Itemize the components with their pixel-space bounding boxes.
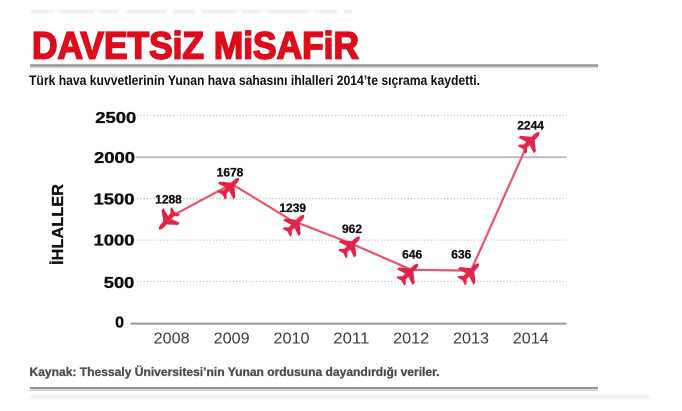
svg-text:2013: 2013 xyxy=(453,330,489,347)
svg-text:2014: 2014 xyxy=(513,330,549,347)
svg-text:1678: 1678 xyxy=(217,165,244,179)
svg-text:1288: 1288 xyxy=(155,193,182,207)
svg-text:1000: 1000 xyxy=(94,233,135,250)
svg-text:1239: 1239 xyxy=(279,201,306,215)
svg-text:646: 646 xyxy=(402,248,422,262)
svg-text:962: 962 xyxy=(342,222,362,236)
svg-text:DAVETSiZ MiSAFiR: DAVETSiZ MiSAFiR xyxy=(32,25,359,67)
svg-text:0: 0 xyxy=(115,315,124,332)
svg-text:2011: 2011 xyxy=(333,330,369,347)
svg-text:1500: 1500 xyxy=(94,191,135,208)
svg-text:2008: 2008 xyxy=(154,330,190,347)
svg-text:Türk hava kuvvetlerinin Yunan: Türk hava kuvvetlerinin Yunan hava sahas… xyxy=(29,73,480,88)
svg-text:2009: 2009 xyxy=(214,330,250,347)
svg-text:636: 636 xyxy=(451,248,471,262)
svg-text:Kaynak: Thessaly Üniversitesi’: Kaynak: Thessaly Üniversitesi’nin Yunan … xyxy=(30,364,440,379)
svg-text:İHLALLER: İHLALLER xyxy=(49,184,67,265)
svg-text:2000: 2000 xyxy=(94,150,135,167)
svg-text:500: 500 xyxy=(104,275,135,292)
svg-text:2244: 2244 xyxy=(517,119,544,133)
svg-text:2012: 2012 xyxy=(393,330,429,347)
svg-text:2010: 2010 xyxy=(274,330,310,347)
svg-text:2500: 2500 xyxy=(95,110,136,127)
